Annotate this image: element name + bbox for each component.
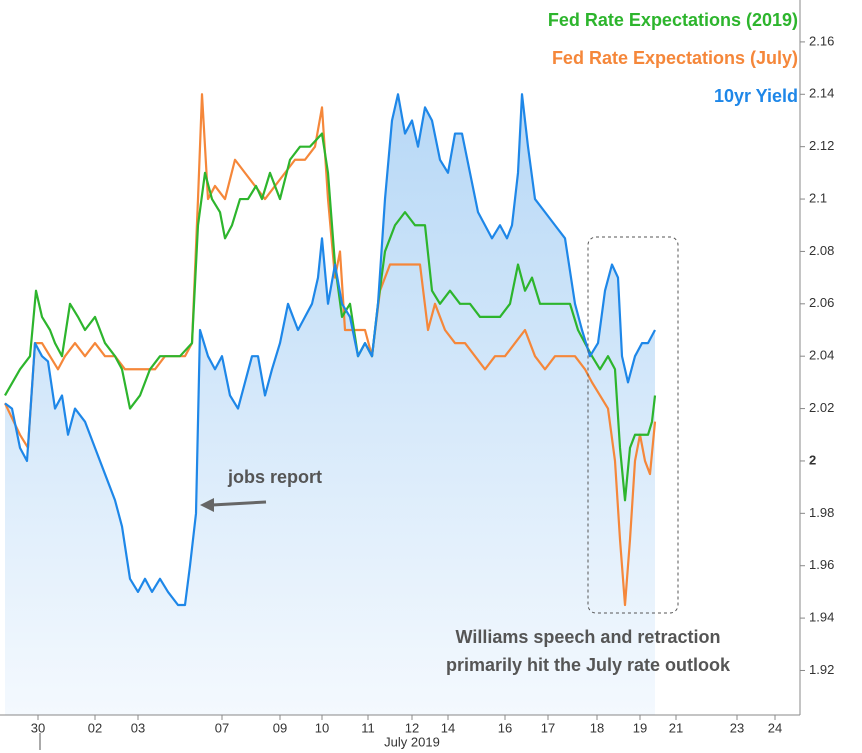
y-tick-label: 1.94	[809, 610, 834, 625]
y-tick-label: 2.12	[809, 138, 834, 153]
x-tick-label: 11	[361, 720, 375, 735]
x-tick-label: 02	[88, 720, 102, 735]
series-line	[4, 132, 657, 502]
y-tick-label: 2.14	[809, 86, 834, 101]
y-tick-label: 2.06	[809, 295, 834, 310]
legend-entry: Fed Rate Expectations (2019)	[548, 10, 798, 30]
x-tick-label: 07	[215, 720, 229, 735]
y-tick-label: 2.1	[809, 190, 827, 205]
x-tick-label: 24	[768, 720, 782, 735]
x-tick-label: 18	[590, 720, 604, 735]
x-tick-label: 12	[405, 720, 419, 735]
x-tick-label: 10	[315, 720, 329, 735]
highlight-box	[587, 236, 679, 614]
y-tick-label: 1.92	[809, 662, 834, 677]
legend-entry: 10yr Yield	[714, 86, 798, 106]
plot-area	[4, 93, 657, 716]
x-tick-label: 09	[273, 720, 287, 735]
y-tick-label: 2.08	[809, 243, 834, 258]
x-axis-title: July 2019	[384, 734, 440, 749]
x-tick-label: 30	[31, 720, 45, 735]
series-line	[4, 93, 656, 607]
x-tick-label: 14	[441, 720, 455, 735]
x-tick-label: 21	[669, 720, 683, 735]
x-tick-label: 03	[131, 720, 145, 735]
x-tick-label: 16	[498, 720, 512, 735]
arrowhead	[200, 498, 214, 512]
y-tick-label: 2.04	[809, 348, 834, 363]
y-tick-label: 2.02	[809, 400, 834, 415]
legend-entry: Fed Rate Expectations (July)	[552, 48, 798, 68]
x-tick-label: 19	[633, 720, 647, 735]
x-tick-label: 17	[541, 720, 555, 735]
series-line	[4, 93, 657, 607]
y-tick-label: 1.96	[809, 557, 834, 572]
y-tick-label: 1.98	[809, 505, 834, 520]
series-area	[5, 94, 655, 716]
y-tick-label: 2	[809, 452, 816, 467]
x-tick-label: 23	[730, 720, 744, 735]
y-tick-label: 2.16	[809, 33, 834, 48]
annotation: primarily hit the July rate outlook	[446, 655, 731, 675]
annotation: jobs report	[227, 467, 322, 487]
annotation-arrow	[211, 500, 267, 507]
annotation: Williams speech and retraction	[456, 627, 721, 647]
